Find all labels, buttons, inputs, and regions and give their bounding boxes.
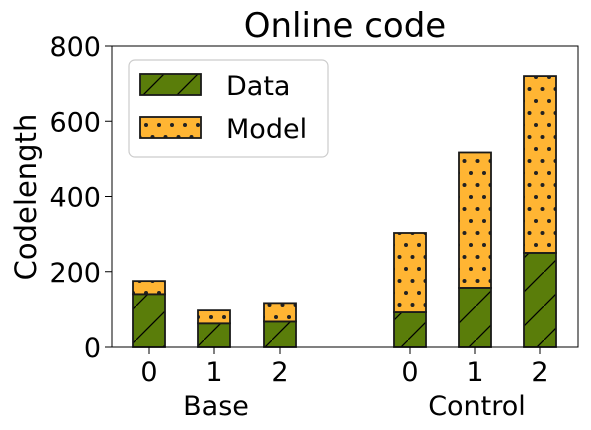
bar-data (458, 287, 492, 348)
chart-title: Online code (244, 6, 446, 46)
bar-model (132, 280, 166, 296)
legend-label-model: Model (226, 114, 307, 145)
x-axis-group-labels: Base Control (183, 391, 526, 422)
bar-model (393, 232, 427, 313)
bar-data (263, 320, 297, 348)
y-tick-label: 600 (49, 107, 101, 138)
y-axis-ticks: 0 200 400 600 800 (49, 32, 112, 364)
x-tick-label: 2 (271, 357, 288, 388)
y-tick-label: 800 (49, 32, 101, 63)
x-tick-label: 0 (401, 357, 418, 388)
bar-data (132, 293, 166, 348)
bar-data (197, 322, 231, 348)
y-tick-label: 200 (49, 258, 101, 289)
x-tick-label: 1 (466, 357, 483, 388)
legend: Data Model (128, 59, 329, 158)
bar-data (523, 252, 557, 348)
y-tick-label: 0 (84, 333, 101, 364)
x-tick-label: 1 (205, 357, 222, 388)
x-group-label: Base (183, 391, 249, 422)
bar-model (263, 302, 297, 323)
bar-model (197, 309, 231, 325)
bars (132, 75, 557, 348)
bar-model (458, 151, 492, 289)
x-tick-label: 0 (140, 357, 157, 388)
y-tick-label: 400 (49, 183, 101, 214)
bar-model (523, 75, 557, 254)
y-axis-label: Codelength (9, 114, 43, 281)
x-axis-ticks: 0 1 2 0 1 2 (140, 347, 549, 388)
legend-swatch-model (139, 116, 202, 139)
legend-swatch-data (139, 73, 202, 96)
x-group-label: Control (428, 391, 526, 422)
plot-frame (111, 45, 579, 348)
x-tick-label: 2 (531, 357, 548, 388)
legend-label-data: Data (226, 71, 290, 102)
bar-data (393, 311, 427, 348)
